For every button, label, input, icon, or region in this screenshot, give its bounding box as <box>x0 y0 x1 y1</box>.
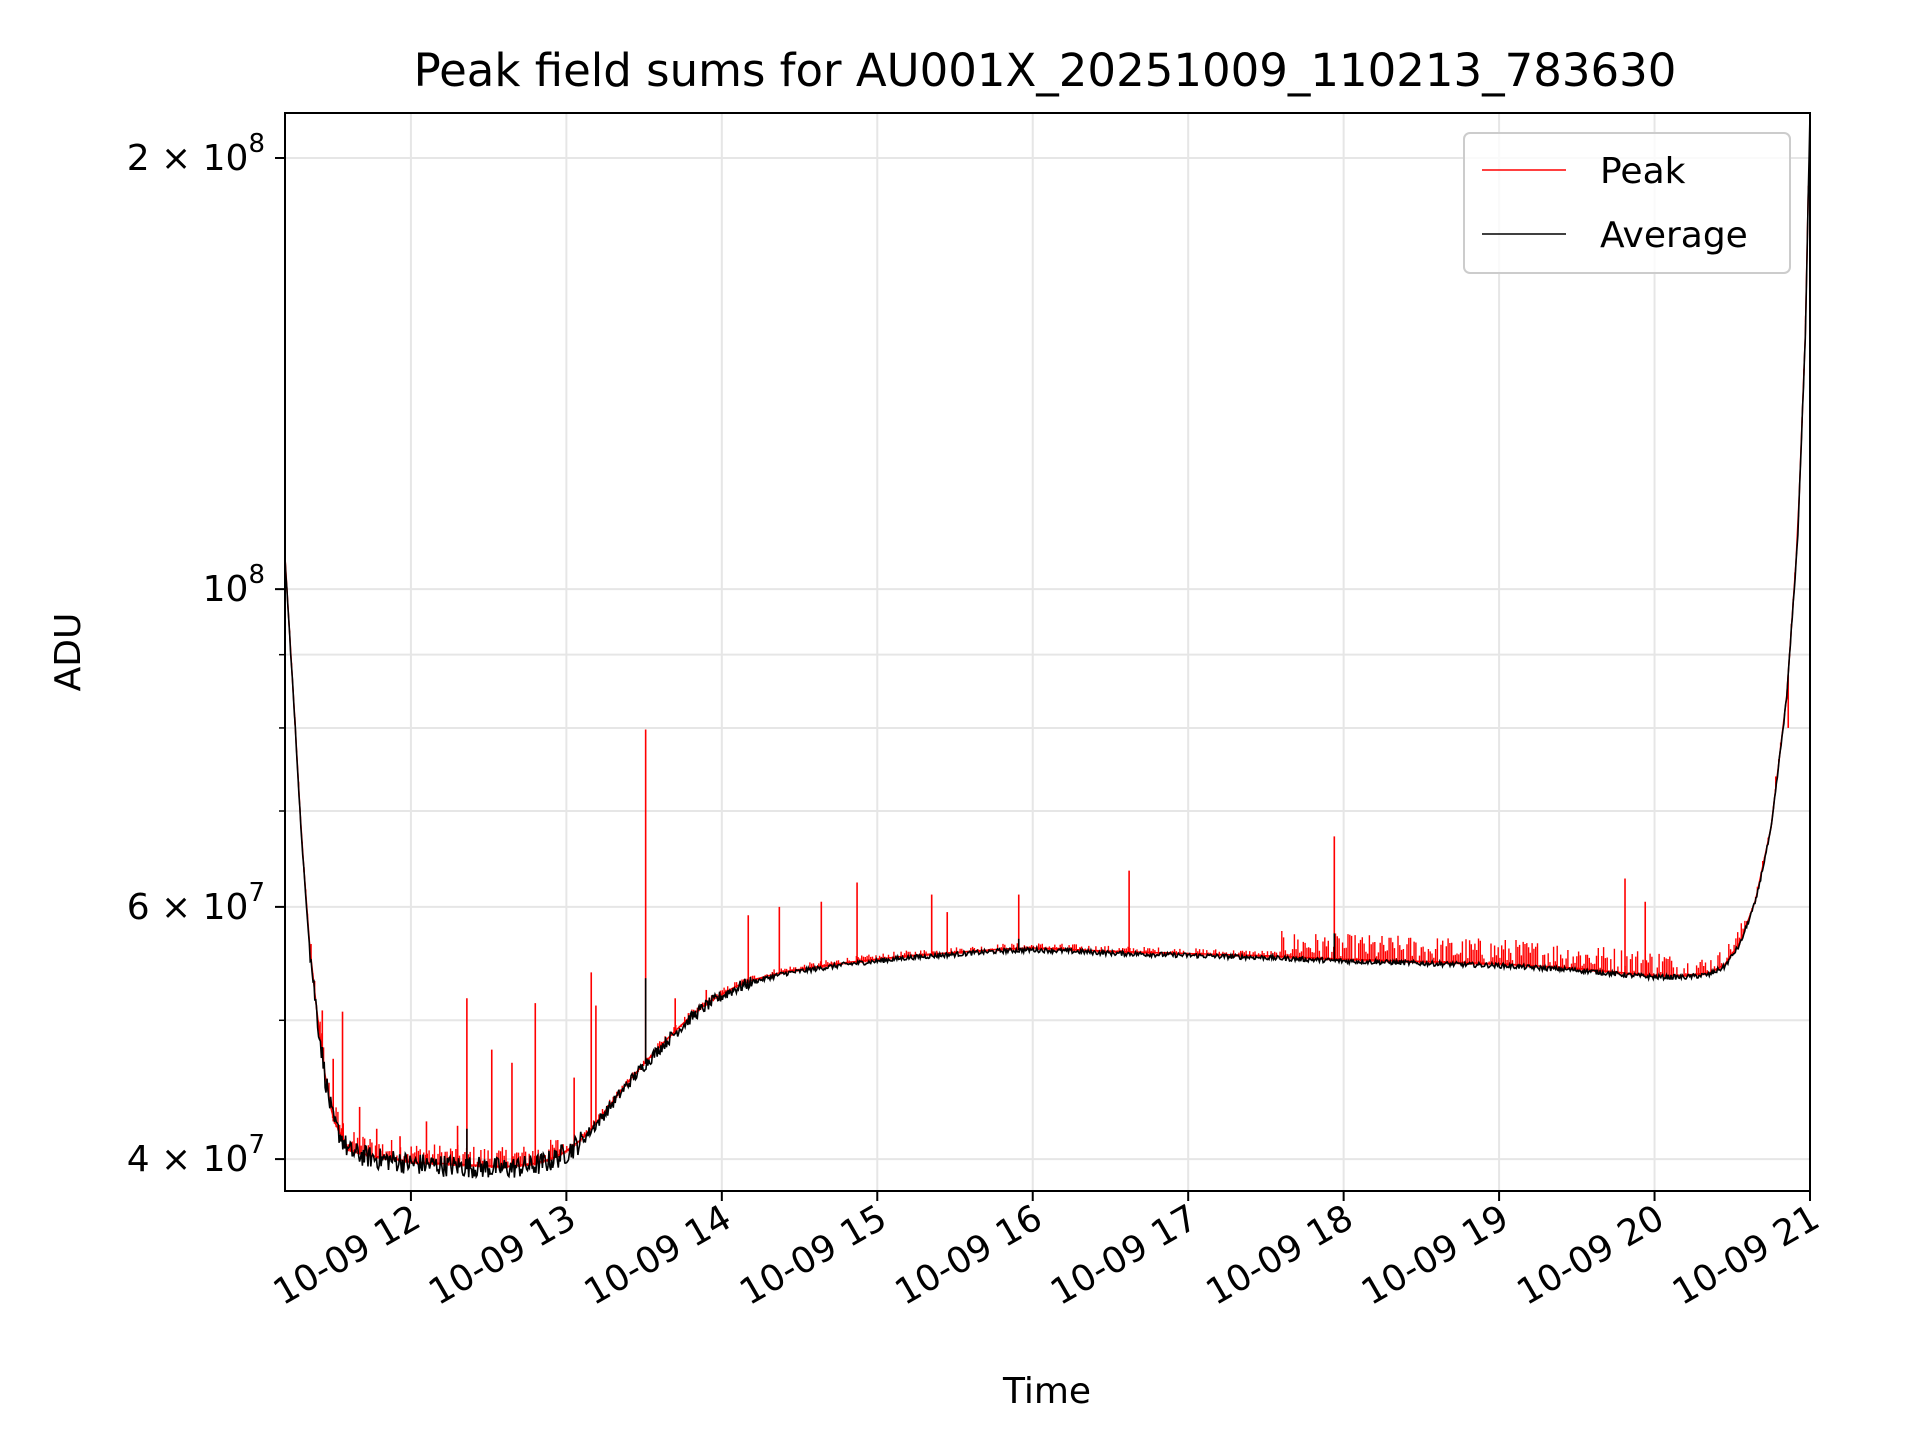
y-tick-label: 108 <box>203 560 265 610</box>
legend-peak-label: Peak <box>1600 151 1686 192</box>
legend: Peak Average <box>1463 132 1791 274</box>
average-series <box>284 113 1811 1180</box>
average-line <box>284 113 1811 1180</box>
y-tick-label: 6 × 107 <box>127 878 265 928</box>
y-tick-label: 2 × 108 <box>127 129 265 179</box>
y-tick-label: 4 × 107 <box>127 1130 265 1180</box>
x-axis-label: Time <box>1002 1371 1091 1412</box>
y-axis-label: ADU <box>48 613 89 692</box>
legend-average-label: Average <box>1600 215 1748 256</box>
plot-frame <box>284 112 1811 1192</box>
legend-box <box>1463 132 1791 274</box>
chart-title: Peak field sums for AU001X_20251009_1102… <box>414 44 1677 97</box>
